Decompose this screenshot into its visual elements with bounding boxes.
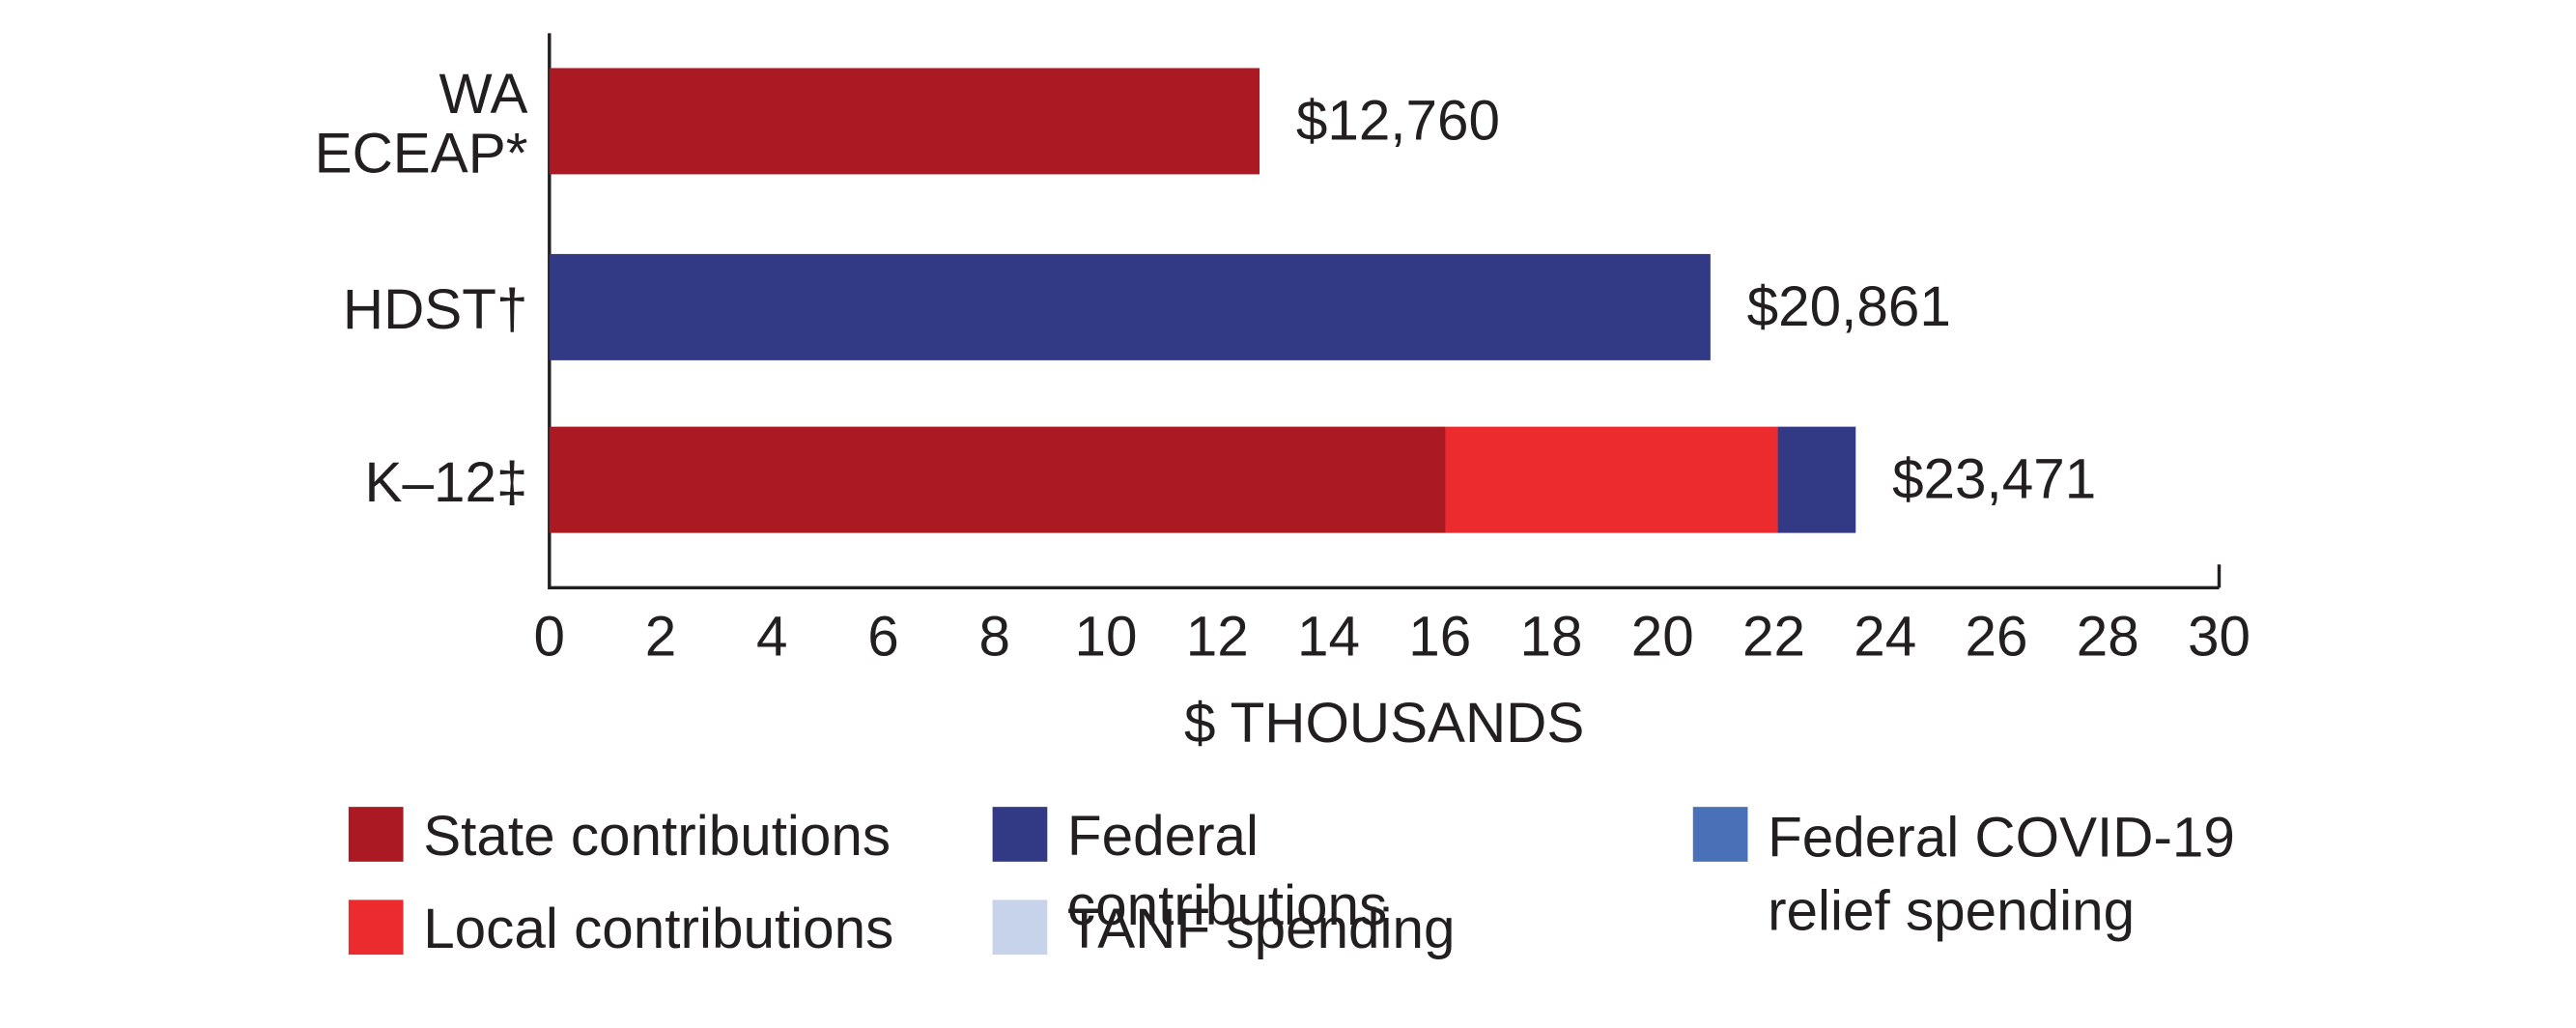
legend-swatch <box>348 807 404 862</box>
legend-swatch <box>348 900 404 956</box>
legend: State contributions Local contributions Fe… <box>348 802 2291 987</box>
y-tick-label: HDST† <box>342 278 528 342</box>
total-label: $12,760 <box>1296 89 1500 152</box>
x-tick-label: 12 <box>1186 606 1249 669</box>
x-tick-label: 14 <box>1297 606 1360 669</box>
legend-swatch <box>992 900 1048 956</box>
legend-item: Federal COVID-19 relief spending <box>1692 802 2291 987</box>
bar-segment <box>1777 426 1856 533</box>
x-tick-label: 18 <box>1520 606 1583 669</box>
x-tick-label: 22 <box>1742 606 1805 669</box>
legend-item: Federal contributions <box>992 802 1693 938</box>
x-tick-label: 0 <box>534 606 565 669</box>
legend-label: Local contributions <box>423 898 894 961</box>
bar-segment <box>1445 426 1778 533</box>
x-tick-label: 16 <box>1408 606 1471 669</box>
x-tick-label: 26 <box>1966 606 2028 669</box>
legend-swatch <box>992 807 1048 862</box>
legend-item: TANF spending <box>992 895 1693 987</box>
legend-item: State contributions <box>348 802 993 895</box>
x-tick-label: 6 <box>867 606 898 669</box>
legend-label: TANF spending <box>1066 898 1456 961</box>
total-label: $23,471 <box>1892 447 2096 510</box>
x-axis-title: $ THOUSANDS <box>1184 692 1584 755</box>
legend-label: Federal contributions <box>1066 805 1388 938</box>
bar-segment <box>549 426 1446 533</box>
x-tick-label: 8 <box>979 606 1010 669</box>
y-tick-label: WA ECEAP* <box>314 63 528 186</box>
bar-segment <box>549 68 1260 175</box>
total-label: $20,861 <box>1747 275 1951 338</box>
x-tick-label: 20 <box>1631 606 1694 669</box>
legend-item: Local contributions <box>348 895 993 987</box>
x-tick-label: 2 <box>645 606 676 669</box>
x-tick-label: 24 <box>1854 606 1916 669</box>
y-tick-label: K–12‡ <box>364 451 528 515</box>
legend-label: Federal COVID-19 relief spending <box>1768 807 2235 944</box>
x-tick-label: 4 <box>756 606 787 669</box>
x-tick-label: 30 <box>2188 606 2250 669</box>
x-tick-label: 10 <box>1075 606 1138 669</box>
x-tick-label: 28 <box>2077 606 2139 669</box>
bar-segment <box>549 253 1711 360</box>
legend-swatch <box>1692 807 1748 862</box>
legend-label: State contributions <box>423 805 892 869</box>
